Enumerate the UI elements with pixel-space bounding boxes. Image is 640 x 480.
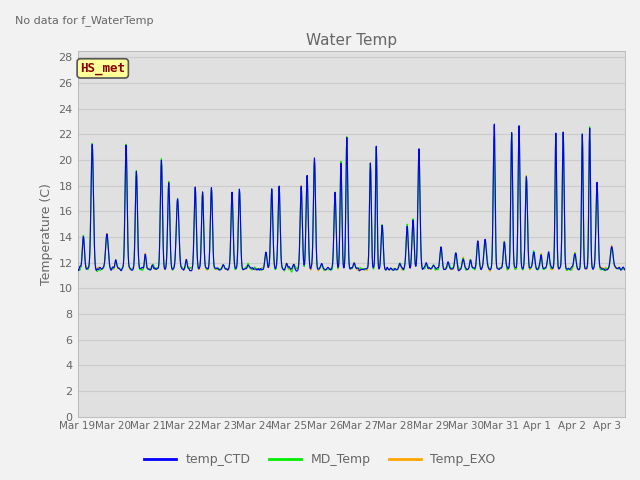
Text: HS_met: HS_met bbox=[80, 62, 125, 75]
Legend: temp_CTD, MD_Temp, Temp_EXO: temp_CTD, MD_Temp, Temp_EXO bbox=[140, 448, 500, 471]
Y-axis label: Temperature (C): Temperature (C) bbox=[40, 183, 53, 285]
Title: Water Temp: Water Temp bbox=[306, 33, 397, 48]
Text: No data for f_WaterTemp: No data for f_WaterTemp bbox=[15, 15, 154, 26]
